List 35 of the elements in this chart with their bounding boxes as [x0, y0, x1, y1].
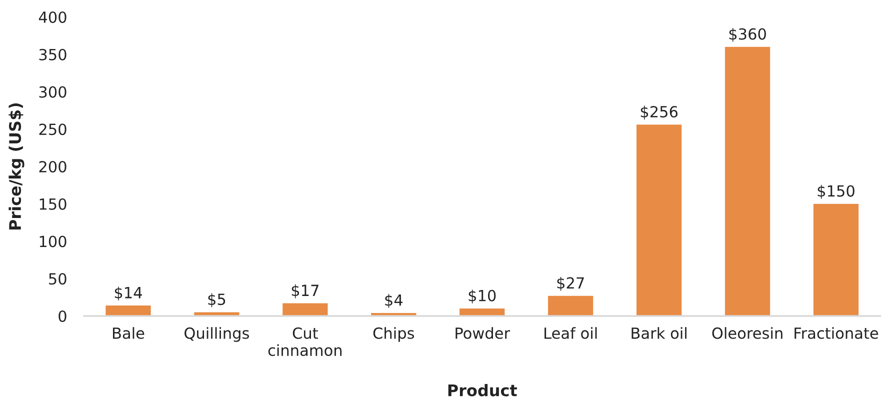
- data-label: $27: [557, 276, 584, 291]
- x-tick-label: Oleoresin: [712, 327, 782, 339]
- x-tick-label: Chips: [373, 327, 414, 342]
- bar: [636, 124, 682, 316]
- data-label: $256: [640, 106, 678, 120]
- y-axis-title: Price/kg (US$): [8, 103, 24, 230]
- data-label: $14: [114, 286, 142, 300]
- bar: [548, 296, 594, 316]
- x-axis-title: Product: [448, 384, 517, 396]
- x-tick-label: Cut cinnamon: [268, 327, 342, 356]
- x-tick-label: Bale: [112, 327, 144, 339]
- data-label: $17: [292, 284, 318, 298]
- bar: [813, 204, 859, 316]
- x-tick-label: Fractionate: [794, 327, 878, 339]
- y-tick-label: 100: [40, 236, 66, 248]
- bar: [106, 306, 151, 316]
- data-label: $360: [729, 28, 766, 42]
- x-tick-label: Powder: [456, 327, 510, 339]
- y-tick-label: 350: [39, 48, 66, 60]
- bar: [282, 303, 328, 316]
- x-tick-label: Bark oil: [632, 327, 686, 339]
- data-label: $4: [385, 294, 403, 308]
- bar: [724, 46, 770, 316]
- y-tick-label: 0: [58, 310, 66, 322]
- data-label: $150: [818, 184, 854, 199]
- y-tick-label: 300: [39, 86, 66, 98]
- x-tick-label: Quillings: [184, 327, 249, 342]
- y-tick-label: 200: [39, 160, 66, 173]
- y-tick-label: 150: [40, 198, 66, 210]
- y-tick-label: 250: [39, 124, 66, 136]
- y-tick-label: 400: [38, 11, 66, 24]
- data-label: $10: [468, 290, 496, 304]
- data-label: $5: [208, 293, 226, 308]
- x-tick-label: Leaf oil: [544, 327, 597, 339]
- y-tick-label: 50: [49, 273, 66, 285]
